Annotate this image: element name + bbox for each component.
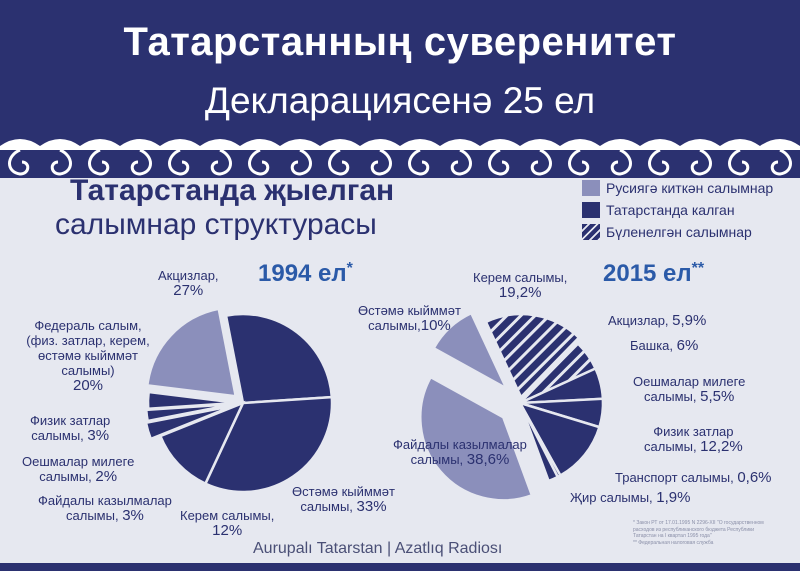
pie-1994-slice-1 [203, 395, 334, 494]
ornament-border [0, 139, 800, 176]
pie-2015-label-income: Керем салымы, 19,2% [473, 270, 568, 301]
pie-1994-slice-3 [144, 404, 234, 441]
pie-1994-label-property: Оешмалар милеге салымы, 2% [22, 454, 135, 485]
ornament-curl [88, 148, 152, 176]
pie-2015-title: 2015 ел** [603, 260, 705, 287]
ornament-curl [648, 148, 712, 176]
pie-2015 [419, 311, 605, 502]
ornament-curl [168, 148, 232, 176]
pie-1994-slice-6 [145, 307, 238, 398]
pie-2015-slice-7 [419, 375, 534, 502]
pie-1994-label-federal: Федераль салым, (физ. затлар, керем, өстә… [26, 318, 150, 394]
pie-1994-title: 1994 ел* [258, 260, 353, 287]
ornament-curl [328, 148, 392, 176]
footnote: * Закон РТ от 17.01.1995 N 2296-XII "О г… [633, 520, 793, 546]
footnote-line-2: расходов из республиканского бюджета Рес… [633, 526, 755, 533]
pie-1994-slice-0 [224, 312, 334, 405]
ornament-curl [728, 148, 792, 176]
pie-1994-slice-2 [158, 400, 246, 486]
legend-label-tatarstan: Татарстанда калган [606, 202, 735, 218]
ornament-curl [488, 148, 552, 176]
pie-2015-label-transport: Транспорт салымы, 0,6% [615, 469, 772, 486]
legend-swatch-shared [582, 224, 600, 240]
footnote-line-1: * Закон РТ от 17.01.1995 N 2296-XII "О г… [633, 520, 764, 526]
pie-1994-slice-4 [144, 402, 236, 423]
chart-subtitle-line-1: Татарстанда җыелган [70, 174, 395, 207]
pie-1994 [144, 307, 334, 494]
pie-1994-label-physical: Физик затлар салымы, 3% [30, 413, 111, 444]
footnote-line-4: ** Федеральная налоговая служба [633, 539, 714, 546]
pie-1994-label-akciz: Акцизлар, 27% [158, 268, 219, 299]
header-banner: Татарстанның суверенитет Декларациясенә … [0, 0, 800, 178]
pie-2015-label-property: Оешмалар милеге салымы, 5,5% [633, 374, 746, 405]
pie-1994-label-vat: Өстәмә кыйммәт салымы, 33% [292, 484, 395, 515]
chart-subtitle-line-2: салымнар структурасы [55, 208, 377, 241]
pie-2015-slice-0 [484, 312, 581, 400]
pie-2015-label-other: Башка, 6% [630, 337, 699, 354]
pie-2015-label-land: Җир салымы, 1,9% [570, 489, 691, 506]
legend-swatch-russia [582, 180, 600, 196]
ornament-curl [568, 148, 632, 176]
pie-2015-label-vat: Өстәмә кыйммәт салымы,10% [358, 303, 461, 334]
pie-2015-label-physical: Физик затлар салымы, 12,2% [644, 424, 743, 455]
title-line-2: Декларациясенә 25 ел [204, 80, 596, 121]
pie-2015-slice-8 [432, 311, 510, 392]
pie-2015-label-minerals: Файдалы казылмалар салымы, 38,6% [393, 437, 527, 468]
title-line-1: Татарстанның суверенитет [123, 20, 677, 64]
ornament-curl [8, 148, 72, 176]
pie-1994-slice-5 [146, 390, 238, 411]
pie-2015-slice-6 [518, 402, 560, 483]
footnote-line-3: Татарстан на I квартал 1995 года" [633, 533, 712, 539]
credit-text: Aurupalı Tatarstan | Azatlıq Radiosı [253, 540, 503, 557]
pie-2015-label-akciz: Акцизлар, 5,9% [608, 312, 707, 329]
legend-swatch-tatarstan [582, 202, 600, 218]
bottom-bar [0, 563, 800, 571]
legend-label-shared: Бүленелгән салымнар [606, 224, 752, 240]
pie-1994-label-income: Керем салымы, 12% [180, 508, 275, 539]
ornament-curl [408, 148, 472, 176]
legend-label-russia: Русиягә киткән салымнар [606, 180, 774, 196]
ornament-curl [248, 148, 312, 176]
pie-1994-label-minerals: Файдалы казылмалар салымы, 3% [38, 493, 172, 524]
content-area [0, 178, 800, 571]
